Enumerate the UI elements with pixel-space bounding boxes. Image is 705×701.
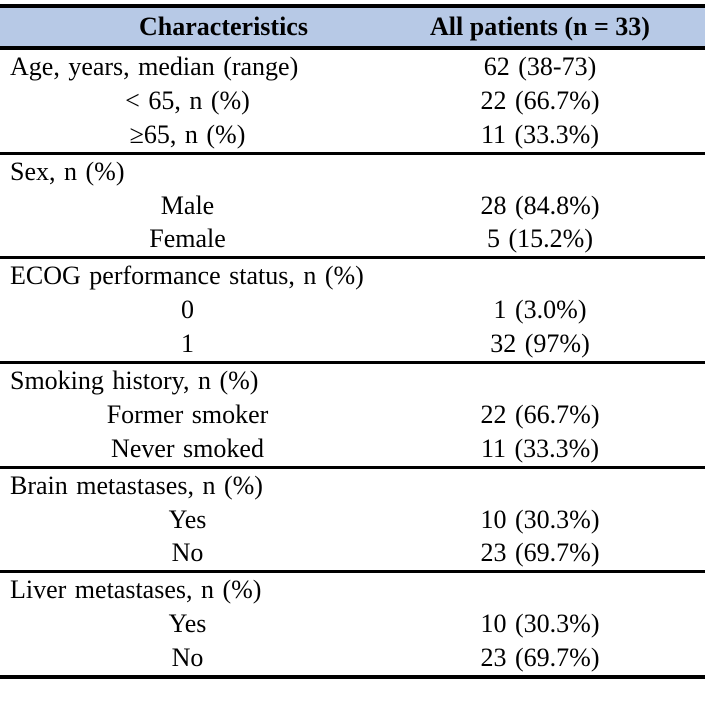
- row-label: ECOG performance status, n (%): [10, 261, 364, 291]
- row-value: 10 (30.3%): [480, 504, 600, 534]
- row-label: Age, years, median (range): [10, 51, 299, 81]
- table-row: Age, years, median (range) 62 (38-73): [0, 50, 705, 84]
- table-row: 0 1 (3.0%): [0, 293, 705, 327]
- row-label: Female: [149, 224, 226, 254]
- table-row: ≥65, n (%) 11 (33.3%): [0, 118, 705, 152]
- row-value: 1 (3.0%): [493, 295, 587, 325]
- table-row: Smoking history, n (%): [0, 364, 705, 398]
- header-all-patients: All patients (n = 33): [430, 12, 650, 41]
- row-value: 5 (15.2%): [487, 224, 593, 254]
- table-section: Age, years, median (range) 62 (38-73) < 65…: [0, 50, 705, 155]
- header-characteristics: Characteristics: [139, 12, 308, 41]
- row-label: < 65, n (%): [125, 85, 250, 115]
- table-row: Male 28 (84.8%): [0, 189, 705, 223]
- row-value: 23 (69.7%): [480, 538, 600, 568]
- table-section: Liver metastases, n (%) Yes 10 (30.3%) No 23…: [0, 573, 705, 675]
- table-row: Yes 10 (30.3%): [0, 607, 705, 641]
- row-value: 10 (30.3%): [480, 609, 600, 639]
- row-value: 22 (66.7%): [480, 399, 600, 429]
- table-row: Brain metastases, n (%): [0, 469, 705, 503]
- row-value: 32 (97%): [490, 329, 590, 359]
- row-label: ≥65, n (%): [129, 119, 246, 149]
- table-row: Female 5 (15.2%): [0, 222, 705, 256]
- row-value: 11 (33.3%): [480, 119, 599, 149]
- table-row: < 65, n (%) 22 (66.7%): [0, 84, 705, 118]
- table-header-row: Characteristics All patients (n = 33): [0, 8, 705, 50]
- row-label: 0: [181, 295, 194, 325]
- row-label: Sex, n (%): [10, 156, 125, 186]
- row-label: Never smoked: [111, 433, 264, 463]
- row-label: Brain metastases, n (%): [10, 470, 263, 500]
- row-value: 62 (38-73): [483, 51, 597, 81]
- row-value: 23 (69.7%): [480, 643, 600, 673]
- table-row: Former smoker 22 (66.7%): [0, 398, 705, 432]
- row-label: Liver metastases, n (%): [10, 575, 262, 605]
- table-row: Sex, n (%): [0, 155, 705, 189]
- row-label: 1: [181, 329, 194, 359]
- patient-characteristics-table: Characteristics All patients (n = 33) Ag…: [0, 4, 705, 680]
- row-label: Former smoker: [106, 399, 269, 429]
- table-row: No 23 (69.7%): [0, 536, 705, 570]
- table-section: Smoking history, n (%) Former smoker 22 (6…: [0, 364, 705, 469]
- table-row: Never smoked 11 (33.3%): [0, 432, 705, 466]
- table-body: Age, years, median (range) 62 (38-73) < 65…: [0, 50, 705, 675]
- table-row: 1 32 (97%): [0, 327, 705, 361]
- row-label: Yes: [168, 609, 207, 639]
- row-label: Male: [160, 190, 215, 220]
- row-label: No: [171, 538, 204, 568]
- table-row: Yes 10 (30.3%): [0, 503, 705, 537]
- table-row: ECOG performance status, n (%): [0, 259, 705, 293]
- table-row: No 23 (69.7%): [0, 641, 705, 675]
- table-section: ECOG performance status, n (%) 0 1 (3.0%) 1…: [0, 259, 705, 365]
- row-label: Yes: [168, 504, 207, 534]
- table-row: Liver metastases, n (%): [0, 573, 705, 607]
- table-section: Brain metastases, n (%) Yes 10 (30.3%) No 23…: [0, 469, 705, 574]
- row-label: No: [171, 643, 204, 673]
- row-value: 22 (66.7%): [480, 85, 600, 115]
- row-label: Smoking history, n (%): [10, 365, 259, 395]
- row-value: 28 (84.8%): [480, 190, 600, 220]
- table-section: Sex, n (%) Male 28 (84.8%) Female 5 (15.2%): [0, 155, 705, 260]
- row-value: 11 (33.3%): [480, 433, 599, 463]
